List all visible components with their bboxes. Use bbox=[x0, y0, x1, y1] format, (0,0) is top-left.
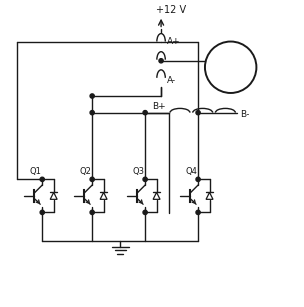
Circle shape bbox=[143, 210, 147, 215]
Text: Q4: Q4 bbox=[186, 167, 198, 176]
Circle shape bbox=[143, 111, 147, 115]
Circle shape bbox=[196, 210, 200, 215]
Text: B-: B- bbox=[240, 110, 249, 119]
Text: A-: A- bbox=[167, 76, 176, 85]
Circle shape bbox=[143, 177, 147, 181]
Circle shape bbox=[90, 210, 94, 215]
Circle shape bbox=[196, 177, 200, 181]
Circle shape bbox=[40, 210, 44, 215]
Circle shape bbox=[159, 59, 163, 63]
Text: A+: A+ bbox=[167, 37, 181, 46]
Circle shape bbox=[90, 94, 94, 98]
Text: Q2: Q2 bbox=[80, 167, 92, 176]
Text: B+: B+ bbox=[153, 102, 166, 111]
Circle shape bbox=[90, 177, 94, 181]
Text: +12 V: +12 V bbox=[156, 5, 186, 15]
Circle shape bbox=[196, 111, 200, 115]
Circle shape bbox=[40, 177, 44, 181]
Text: Q1: Q1 bbox=[30, 167, 42, 176]
Circle shape bbox=[90, 111, 94, 115]
Text: Q3: Q3 bbox=[133, 167, 145, 176]
